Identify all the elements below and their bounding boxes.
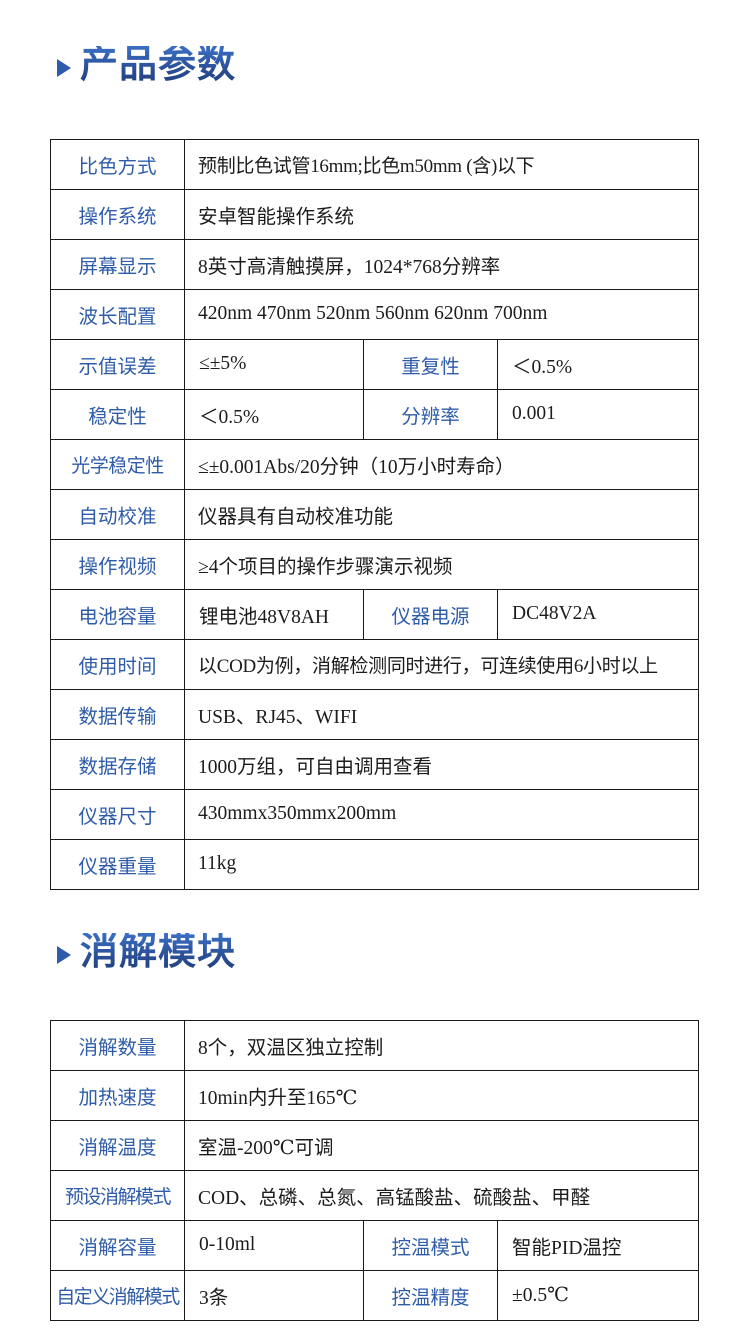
- row-value: 安卓智能操作系统: [184, 188, 699, 240]
- row-label: 消解容量: [50, 1219, 185, 1271]
- section-gap: [0, 890, 750, 933]
- table-row: 波长配置 420nm 470nm 520nm 560nm 620nm 700nm: [50, 288, 699, 340]
- row-value: ＜0.5%: [184, 388, 364, 440]
- table-row: 光学稳定性 ≤±0.001Abs/20分钟（10万小时寿命）: [50, 438, 699, 490]
- row-value: 锂电池48V8AH: [184, 588, 364, 640]
- section-title: 消解模块: [80, 930, 237, 973]
- row-label: 仪器重量: [50, 838, 185, 890]
- table-row: 比色方式 预制比色试管16mm;比色m50mm (含)以下: [50, 138, 699, 190]
- row-value: 仪器具有自动校准功能: [184, 488, 699, 540]
- section-header-product-parameters: 产品参数: [0, 44, 750, 86]
- section-header-digestion-module: 消解模块: [0, 930, 750, 973]
- row-label: 消解数量: [50, 1019, 185, 1071]
- table-row: 仪器重量 11kg: [50, 838, 699, 890]
- table-row: 自定义消解模式 3条 控温精度 ±0.5℃: [50, 1269, 699, 1321]
- row-value: 0-10ml: [184, 1219, 364, 1271]
- row-label-secondary: 仪器电源: [363, 588, 498, 640]
- top-spacer: [0, 0, 750, 46]
- row-value: 室温-200℃可调: [184, 1119, 699, 1171]
- triangle-right-icon: [57, 945, 71, 964]
- row-value: 430mmx350mmx200mm: [184, 788, 699, 840]
- row-value: 8个，双温区独立控制: [184, 1019, 699, 1071]
- product-parameters-table: 比色方式 预制比色试管16mm;比色m50mm (含)以下 操作系统 安卓智能操…: [50, 138, 699, 890]
- row-label: 比色方式: [50, 138, 185, 190]
- row-value: ≥4个项目的操作步骤演示视频: [184, 538, 699, 590]
- table-row: 屏幕显示 8英寸高清触摸屏，1024*768分辨率: [50, 238, 699, 290]
- row-value: 420nm 470nm 520nm 560nm 620nm 700nm: [184, 288, 699, 340]
- table-row: 电池容量 锂电池48V8AH 仪器电源 DC48V2A: [50, 588, 699, 640]
- section-1-spacer: [0, 86, 750, 139]
- row-value-secondary: ±0.5℃: [497, 1269, 699, 1321]
- table-row: 自动校准 仪器具有自动校准功能: [50, 488, 699, 540]
- row-label: 使用时间: [50, 638, 185, 690]
- section-2-spacer: [0, 973, 750, 1020]
- row-value: 10min内升至165℃: [184, 1069, 699, 1121]
- table-row: 操作视频 ≥4个项目的操作步骤演示视频: [50, 538, 699, 590]
- row-label-secondary: 分辨率: [363, 388, 498, 440]
- row-value: USB、RJ45、WIFI: [184, 688, 699, 740]
- row-value: ≤±0.001Abs/20分钟（10万小时寿命）: [184, 438, 699, 490]
- table-row: 消解温度 室温-200℃可调: [50, 1119, 699, 1171]
- row-label: 稳定性: [50, 388, 185, 440]
- row-value: 3条: [184, 1269, 364, 1321]
- table-row: 数据传输 USB、RJ45、WIFI: [50, 688, 699, 740]
- row-value: COD、总磷、总氮、高锰酸盐、硫酸盐、甲醛: [184, 1169, 699, 1221]
- row-value-secondary: ＜0.5%: [497, 338, 699, 390]
- row-label: 波长配置: [50, 288, 185, 340]
- table-row: 稳定性 ＜0.5% 分辨率 0.001: [50, 388, 699, 440]
- row-label: 数据传输: [50, 688, 185, 740]
- row-label: 自动校准: [50, 488, 185, 540]
- row-label: 电池容量: [50, 588, 185, 640]
- row-value: 11kg: [184, 838, 699, 890]
- table-row: 示值误差 ≤±5% 重复性 ＜0.5%: [50, 338, 699, 390]
- row-label: 消解温度: [50, 1119, 185, 1171]
- row-label: 光学稳定性: [50, 438, 185, 490]
- row-label: 操作视频: [50, 538, 185, 590]
- row-value: ≤±5%: [184, 338, 364, 390]
- section-title: 产品参数: [80, 44, 237, 86]
- row-value-secondary: DC48V2A: [497, 588, 699, 640]
- table-row: 消解容量 0-10ml 控温模式 智能PID温控: [50, 1219, 699, 1271]
- row-label-secondary: 控温模式: [363, 1219, 498, 1271]
- row-label: 仪器尺寸: [50, 788, 185, 840]
- row-label: 屏幕显示: [50, 238, 185, 290]
- row-value: 预制比色试管16mm;比色m50mm (含)以下: [184, 138, 699, 190]
- table-row: 数据存储 1000万组，可自由调用查看: [50, 738, 699, 790]
- row-label-secondary: 控温精度: [363, 1269, 498, 1321]
- row-value-secondary: 智能PID温控: [497, 1219, 699, 1271]
- row-label: 示值误差: [50, 338, 185, 390]
- row-label: 操作系统: [50, 188, 185, 240]
- digestion-module-table: 消解数量 8个，双温区独立控制 加热速度 10min内升至165℃ 消解温度 室…: [50, 1019, 699, 1321]
- triangle-right-icon: [57, 58, 71, 77]
- row-value: 以COD为例，消解检测同时进行，可连续使用6小时以上: [184, 638, 699, 690]
- table-row: 加热速度 10min内升至165℃: [50, 1069, 699, 1121]
- row-label: 预设消解模式: [50, 1169, 185, 1221]
- row-label: 加热速度: [50, 1069, 185, 1121]
- table-row: 消解数量 8个，双温区独立控制: [50, 1019, 699, 1071]
- row-label: 自定义消解模式: [50, 1269, 185, 1321]
- table-row: 仪器尺寸 430mmx350mmx200mm: [50, 788, 699, 840]
- table-row: 使用时间 以COD为例，消解检测同时进行，可连续使用6小时以上: [50, 638, 699, 690]
- row-value: 8英寸高清触摸屏，1024*768分辨率: [184, 238, 699, 290]
- row-value: 1000万组，可自由调用查看: [184, 738, 699, 790]
- table-row: 操作系统 安卓智能操作系统: [50, 188, 699, 240]
- table-row: 预设消解模式 COD、总磷、总氮、高锰酸盐、硫酸盐、甲醛: [50, 1169, 699, 1221]
- row-value-secondary: 0.001: [497, 388, 699, 440]
- row-label-secondary: 重复性: [363, 338, 498, 390]
- row-label: 数据存储: [50, 738, 185, 790]
